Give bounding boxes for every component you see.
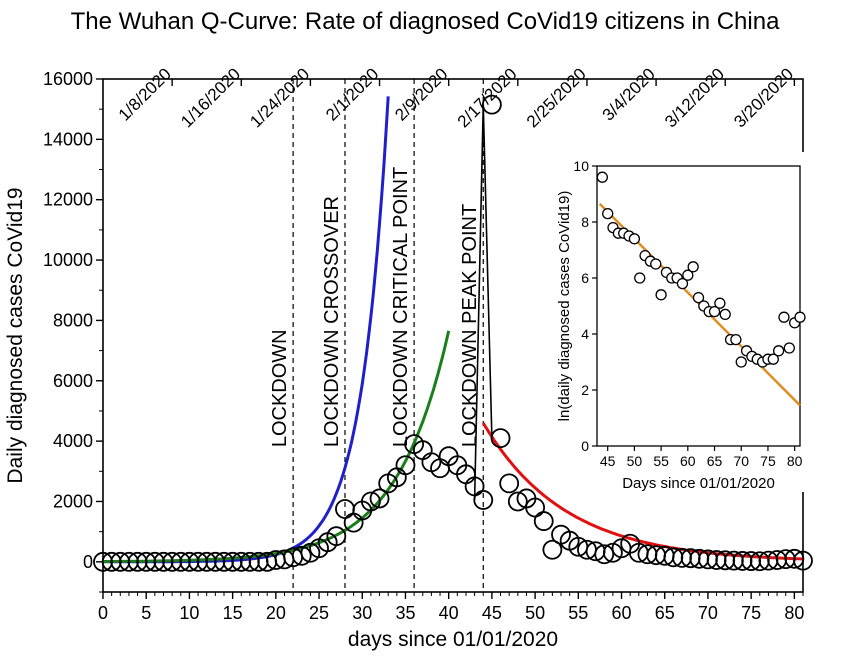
data-point <box>473 490 494 510</box>
top-axis-date-label: 1/16/2020 <box>177 64 244 131</box>
inset-data-point <box>714 297 726 309</box>
inset-data-point <box>692 291 705 304</box>
top-axis-date-label: 3/12/2020 <box>661 64 728 131</box>
chart-title: The Wuhan Q-Curve: Rate of diagnosed CoV… <box>70 8 780 35</box>
x-tick-label: 80 <box>784 603 804 623</box>
top-axis-date-label: 1/8/2020 <box>115 64 175 124</box>
x-tick-label: 60 <box>612 603 632 623</box>
data-point <box>533 511 554 531</box>
inset-frame <box>596 165 801 447</box>
x-tick-label: 30 <box>352 603 372 623</box>
y-tick-label: 4000 <box>53 431 93 451</box>
fit-curve <box>103 96 390 564</box>
data-point <box>793 550 813 571</box>
x-tick-label: 40 <box>439 603 459 623</box>
inset-y-tick-label: 6 <box>581 270 589 286</box>
inset-data-point <box>708 305 721 318</box>
data-point <box>326 526 347 547</box>
y-tick-label: 6000 <box>53 371 93 391</box>
x-tick-label: 10 <box>179 603 199 623</box>
data-point <box>542 539 563 560</box>
data-point <box>361 491 381 512</box>
inset-background <box>552 152 805 492</box>
inset-data-point <box>676 277 689 290</box>
x-tick-label: 15 <box>223 603 243 623</box>
data-point <box>343 512 364 533</box>
x-axis-title: days since 01/01/2020 <box>348 628 558 651</box>
y-tick-label: 16000 <box>43 69 93 89</box>
y-tick-label: 2000 <box>53 491 93 511</box>
inset-data-point <box>655 289 667 301</box>
x-tick-label: 75 <box>741 603 761 623</box>
inset-y-tick-label: 2 <box>581 382 589 398</box>
x-tick-label: 5 <box>141 603 151 623</box>
data-point <box>784 548 805 569</box>
x-tick-label: 55 <box>568 603 588 623</box>
fit-curve <box>103 330 451 563</box>
event-annotation: LOCKDOWN <box>269 329 291 447</box>
inset-y-axis-title: ln(daily diagnosed cases CoVid19) <box>556 191 573 422</box>
inset-x-tick-label: 50 <box>627 453 643 469</box>
x-tick-label: 20 <box>266 603 286 623</box>
inset-x-axis-title: Days since 01/01/2020 <box>622 475 775 492</box>
inset-data-point <box>634 272 646 284</box>
y-tick-label: 12000 <box>43 190 93 210</box>
y-tick-label: 0 <box>83 552 93 572</box>
inset-data-point <box>794 311 806 323</box>
x-tick-label: 50 <box>525 603 545 623</box>
inset-data-point <box>730 333 742 346</box>
y-axis-title: Daily diagnosed cases CoVid19 <box>4 187 27 483</box>
data-point <box>490 428 511 449</box>
data-point <box>291 545 312 566</box>
inset-data-point <box>778 311 790 323</box>
data-point <box>481 94 502 115</box>
inset-data-point <box>772 345 785 357</box>
top-axis-date-label: 3/4/2020 <box>599 64 659 124</box>
x-tick-label: 25 <box>309 603 329 623</box>
x-tick-label: 65 <box>655 603 675 623</box>
inset-x-tick-label: 65 <box>707 453 723 469</box>
inset-x-tick-label: 80 <box>787 453 803 469</box>
top-axis-date-label: 2/25/2020 <box>523 64 590 131</box>
inset-y-tick-label: 0 <box>581 438 589 454</box>
data-point <box>369 488 390 509</box>
event-annotation: LOCKDOWN PEAK POINT <box>459 204 481 447</box>
event-annotation: LOCKDOWN CRITICAL POINT <box>390 167 412 447</box>
inset-y-tick-label: 10 <box>573 158 589 174</box>
inset-x-tick-label: 70 <box>733 453 749 469</box>
data-point <box>594 544 615 565</box>
x-tick-label: 35 <box>395 603 415 623</box>
inset-data-point <box>735 356 747 368</box>
inset-data-point <box>767 353 779 365</box>
event-annotation: LOCKDOWN CROSSOVER <box>321 196 343 447</box>
inset-x-tick-label: 55 <box>653 453 669 469</box>
inset-x-tick-label: 60 <box>680 453 696 469</box>
inset-data-point <box>682 269 694 281</box>
inset-data-point <box>596 171 608 183</box>
data-point <box>499 473 520 494</box>
data-point <box>395 455 416 476</box>
x-tick-label: 0 <box>98 603 108 623</box>
top-axis-date-label: 1/24/2020 <box>246 64 313 131</box>
x-tick-label: 45 <box>482 603 502 623</box>
inset-data-point <box>687 261 699 273</box>
inset-data-point <box>783 342 795 354</box>
inset-y-tick-label: 8 <box>581 214 589 230</box>
top-axis-date-label: 2/1/2020 <box>322 64 382 124</box>
top-axis-date-label: 2/9/2020 <box>391 64 451 124</box>
y-tick-label: 14000 <box>43 129 93 149</box>
top-axis-date-label: 3/20/2020 <box>730 64 797 131</box>
y-tick-label: 8000 <box>53 310 93 330</box>
inset-data-point <box>602 207 614 220</box>
inset-x-tick-label: 45 <box>600 453 616 469</box>
inset-x-tick-label: 75 <box>760 453 776 469</box>
inset-data-point <box>719 308 731 321</box>
inset-y-tick-label: 4 <box>581 326 589 342</box>
inset-data-point <box>650 258 662 270</box>
x-tick-label: 70 <box>698 603 718 623</box>
data-point <box>507 491 528 512</box>
y-tick-label: 10000 <box>43 250 93 270</box>
inset-data-point <box>628 233 641 245</box>
